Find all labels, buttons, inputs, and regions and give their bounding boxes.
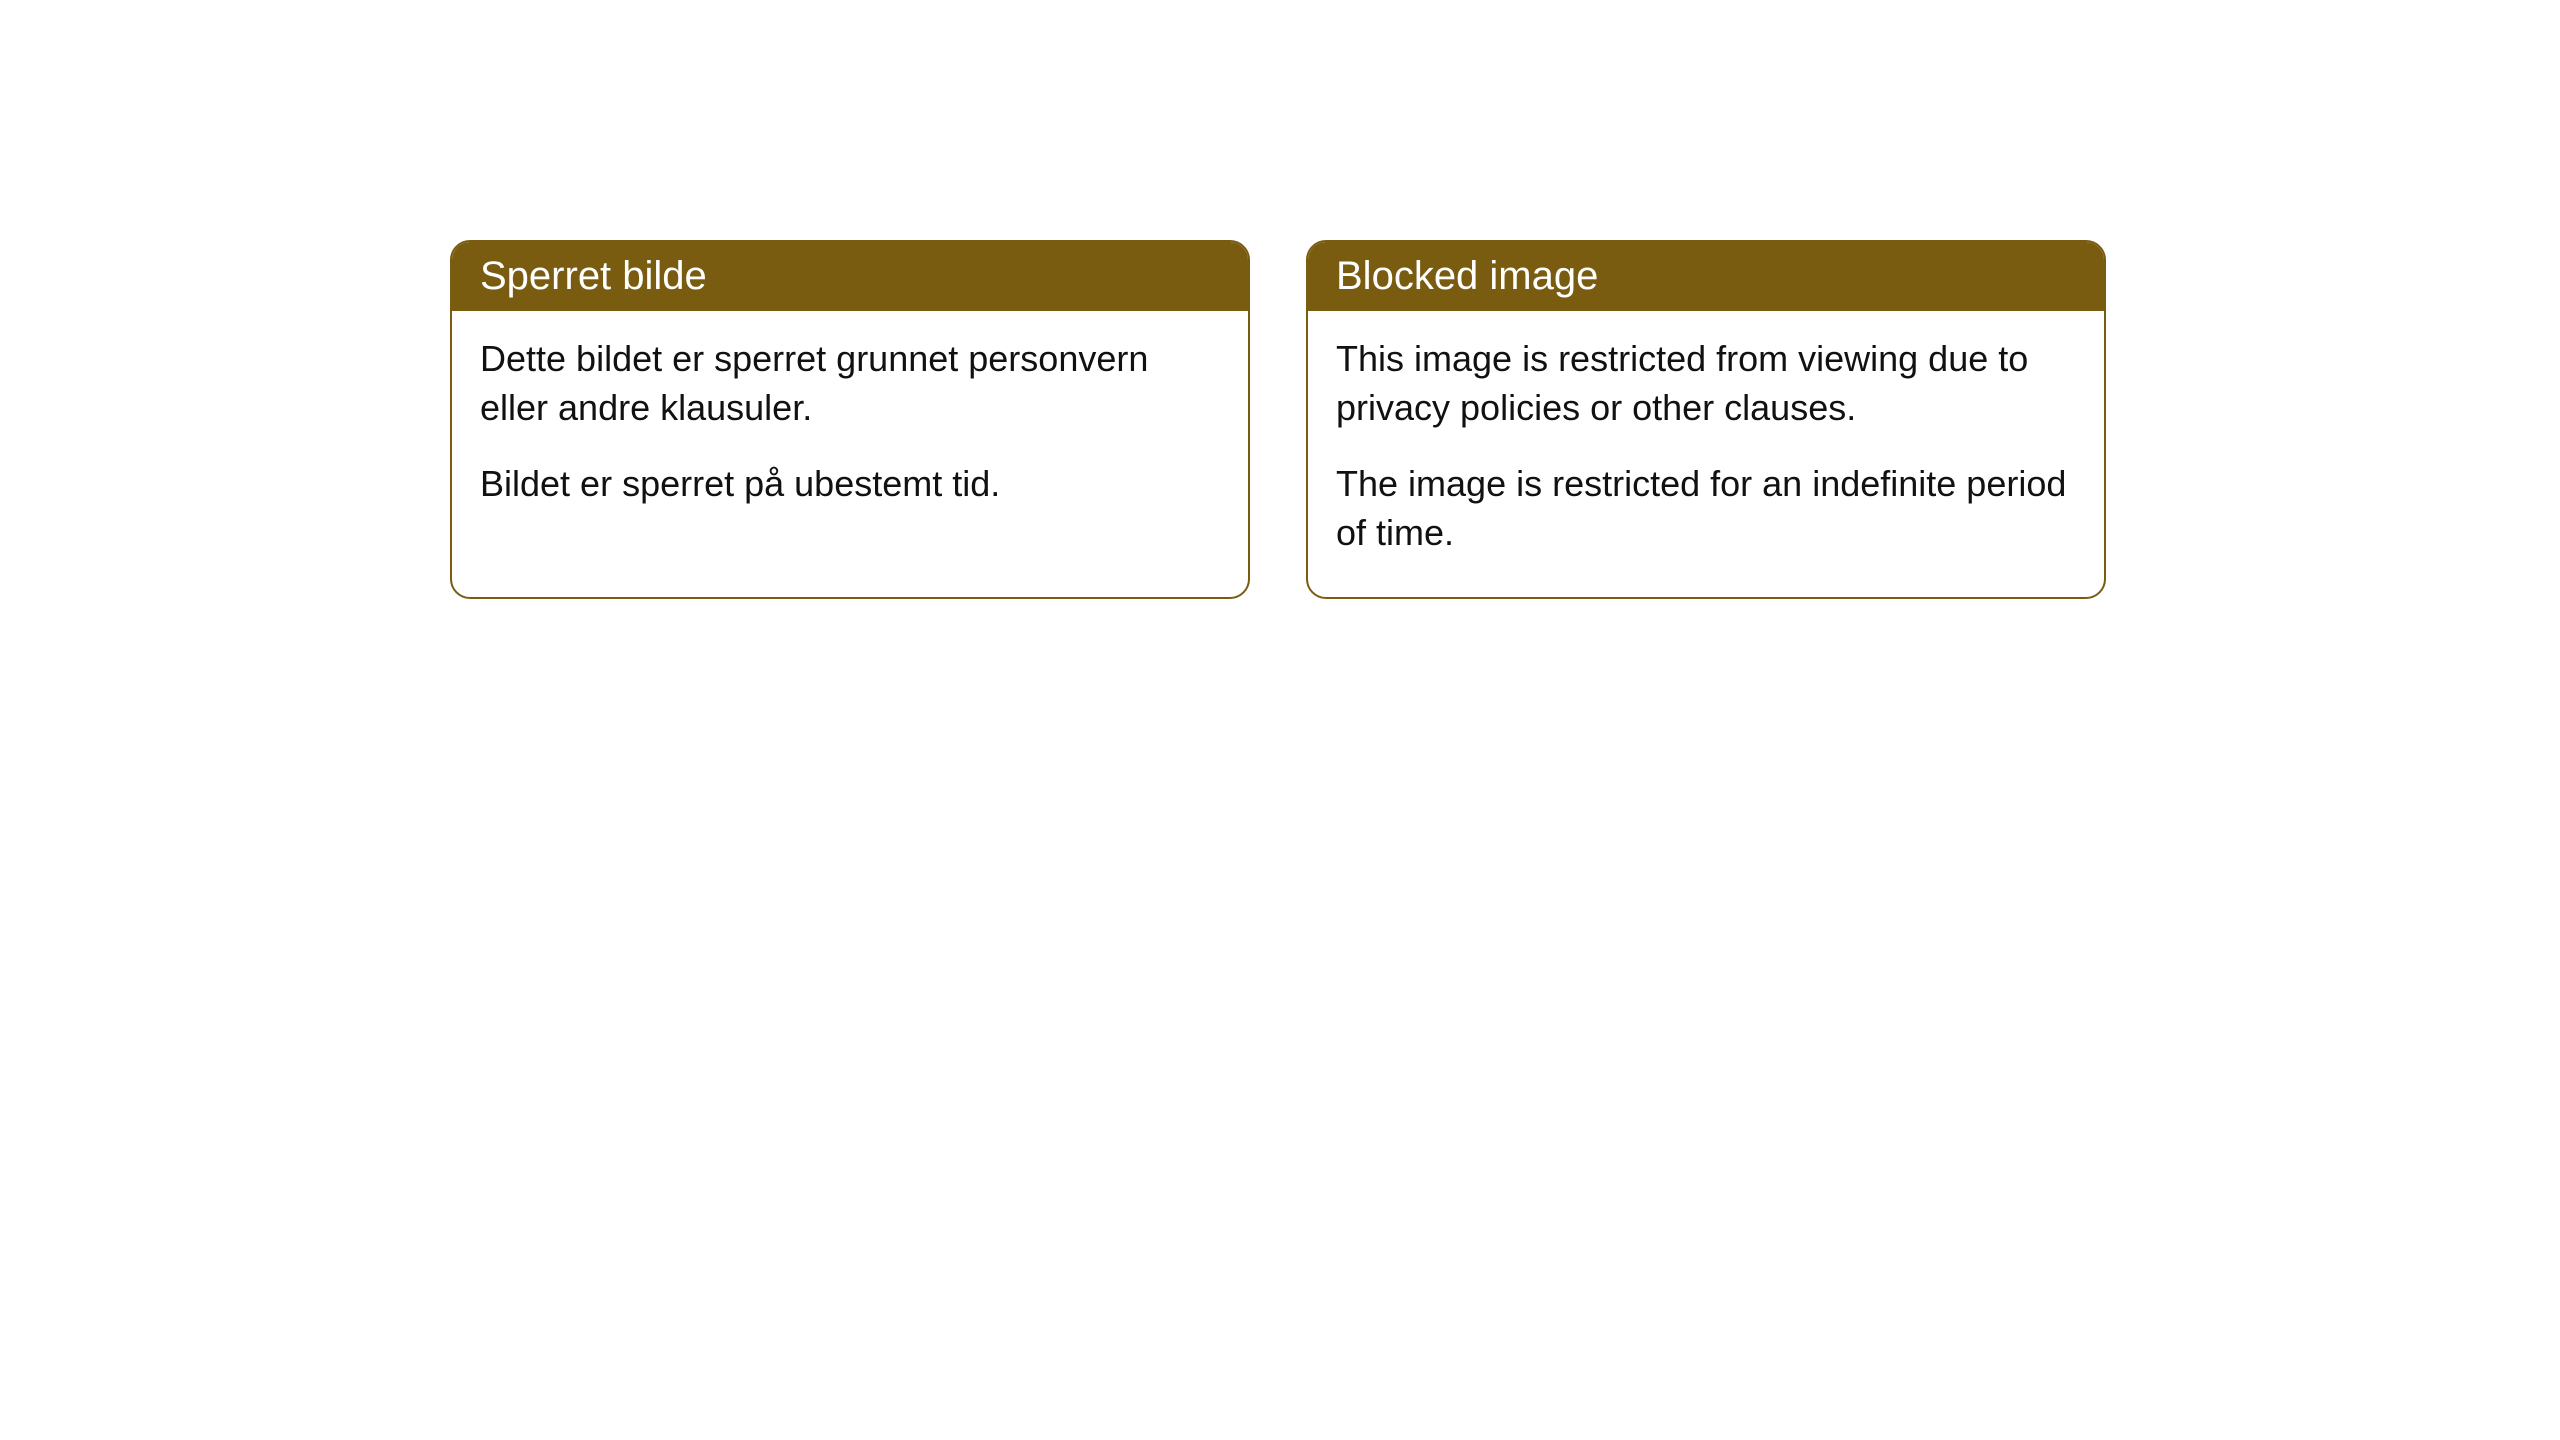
- card-paragraph: Dette bildet er sperret grunnet personve…: [480, 335, 1220, 432]
- card-header: Blocked image: [1308, 242, 2104, 311]
- card-title: Blocked image: [1336, 254, 1598, 298]
- notice-card-norwegian: Sperret bilde Dette bildet er sperret gr…: [450, 240, 1250, 599]
- card-header: Sperret bilde: [452, 242, 1248, 311]
- card-body: Dette bildet er sperret grunnet personve…: [452, 311, 1248, 549]
- notice-cards-container: Sperret bilde Dette bildet er sperret gr…: [450, 240, 2560, 599]
- card-paragraph: This image is restricted from viewing du…: [1336, 335, 2076, 432]
- card-title: Sperret bilde: [480, 254, 707, 298]
- card-paragraph: The image is restricted for an indefinit…: [1336, 460, 2076, 557]
- card-body: This image is restricted from viewing du…: [1308, 311, 2104, 597]
- card-paragraph: Bildet er sperret på ubestemt tid.: [480, 460, 1220, 509]
- notice-card-english: Blocked image This image is restricted f…: [1306, 240, 2106, 599]
